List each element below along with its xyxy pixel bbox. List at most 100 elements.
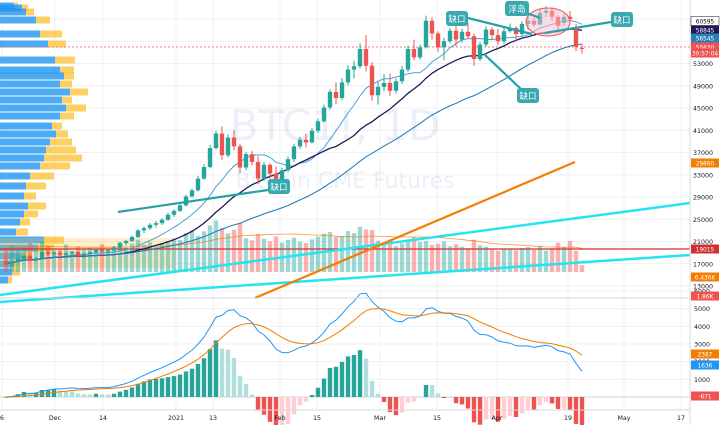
macd-histogram-bar-positive — [183, 371, 189, 397]
candle-body-up — [405, 49, 411, 70]
volume-bar-down — [75, 246, 81, 272]
volume-bar-up — [477, 245, 483, 272]
volume-profile-down-bar — [8, 276, 12, 284]
volume-bar-down — [579, 265, 585, 272]
macd-histogram-bar-positive — [423, 384, 429, 397]
volume-bar-down — [549, 248, 555, 272]
candle-body-up — [135, 230, 141, 238]
macd-histogram-bar-negative — [387, 397, 393, 413]
volume-bar-up — [105, 249, 111, 272]
candle-body-down — [57, 252, 63, 255]
price-label-box — [691, 33, 719, 43]
volume-profile-down-bar — [48, 40, 66, 48]
volume-bar-up — [225, 233, 231, 272]
volume-bar-down — [237, 222, 243, 272]
macd-histogram-bar-positive — [39, 390, 45, 397]
volume-bar-down — [99, 244, 105, 272]
trend-line-cyan-lower — [0, 253, 691, 304]
volume-moving-average — [5, 233, 583, 249]
grid-layer — [0, 0, 690, 410]
candle-body-up — [195, 178, 201, 191]
macd-histogram-bar-negative — [279, 397, 285, 430]
macd-histogram-bar-positive — [357, 350, 363, 397]
annotation-gap-3-box — [517, 88, 539, 103]
volume-bar-up — [93, 248, 99, 272]
volume-profile-up-bar — [0, 88, 70, 96]
candle-body-up — [339, 82, 345, 98]
volume-bar-up — [201, 231, 207, 272]
volume-profile-up-bar — [0, 112, 60, 120]
volume-bar-up — [519, 247, 525, 272]
time-axis-tick-label: May — [617, 415, 630, 422]
volume-bar-up — [51, 250, 57, 272]
time-axis-tick-label: 15 — [313, 415, 321, 422]
time-axis-tick-label: 19 — [564, 415, 572, 422]
candle-body-up — [123, 240, 129, 244]
macd-histogram-bar-negative — [537, 397, 543, 406]
macd-histogram-bar-negative — [555, 397, 561, 410]
volume-profile-down-bar — [14, 260, 20, 268]
candle-body-up — [105, 250, 111, 252]
candle-body-up — [165, 214, 171, 220]
macd-histogram-bar-positive — [123, 389, 129, 397]
macd-histogram-bar-positive — [321, 378, 327, 397]
time-axis-tick-label: Mar — [374, 415, 386, 422]
macd-histogram-bar-positive — [141, 381, 147, 397]
price-axis-tick-label: 49000 — [693, 83, 713, 90]
candle-body-down — [573, 27, 579, 47]
volume-profile-up-bar — [0, 4, 22, 12]
volume-profile-down-bar — [52, 122, 62, 130]
annotation-gap-2-box — [611, 12, 633, 27]
macd-histogram-bar-positive — [363, 358, 369, 397]
candle-body-up — [189, 190, 195, 197]
volume-profile-up-bar — [0, 80, 60, 88]
candle-body-down — [369, 65, 375, 96]
annotation-gap-4-text: 缺口 — [270, 182, 287, 193]
volume-bar-up — [261, 238, 267, 272]
macd-histogram-bar-positive — [81, 394, 87, 397]
macd-histogram-bar-negative — [267, 397, 273, 422]
macd-histogram-bar-positive — [375, 393, 381, 397]
price-label-box — [691, 25, 719, 35]
volume-bar-down — [45, 245, 51, 272]
volume-profile-up-bar — [0, 162, 40, 170]
volume-bar-up — [297, 241, 303, 272]
macd-histogram-bar-positive — [309, 394, 315, 397]
candle-body-down — [249, 154, 255, 162]
candle-body-down — [567, 16, 573, 19]
volume-bar-down — [57, 248, 63, 272]
candle-body-up — [201, 166, 207, 179]
time-axis-tick-label: Dec — [49, 415, 62, 422]
annotation-gap-1-box — [446, 11, 468, 26]
candle-body-up — [111, 247, 117, 251]
price-label-box — [691, 42, 719, 52]
macd-histogram-bar-positive — [315, 387, 321, 397]
volume-profile-up-bar — [0, 96, 62, 104]
volume-profile-down-bar — [26, 182, 46, 190]
candle-body-down — [273, 173, 279, 184]
volume-bar-down — [495, 250, 501, 272]
candle-body-down — [429, 20, 435, 34]
macd-histogram-bar-negative — [261, 397, 267, 415]
volume-bar-up — [159, 242, 165, 272]
annotation-island-box — [505, 1, 529, 16]
candle-body-up — [291, 146, 297, 160]
price-label-box — [691, 244, 719, 254]
macd-histogram-bar-positive — [147, 379, 153, 397]
volume-profile-down-bar — [28, 202, 46, 210]
candle-body-up — [441, 41, 447, 48]
volume-bar-up — [561, 246, 567, 272]
volume-bar-up — [501, 248, 507, 272]
macd-histogram-bar-positive — [3, 397, 9, 398]
price-label-text: 58845 — [696, 29, 715, 35]
annotation-gap-4-box — [268, 179, 290, 194]
annotation-gap-4-pointer — [117, 188, 269, 214]
volume-bar-up — [171, 238, 177, 272]
volume-profile-up-bar — [0, 172, 30, 180]
macd-histogram-bar-positive — [435, 393, 441, 397]
macd-histogram-bar-negative — [285, 397, 291, 425]
volume-profile-up-bar — [0, 268, 12, 276]
macd-histogram-bar-positive — [339, 361, 345, 397]
